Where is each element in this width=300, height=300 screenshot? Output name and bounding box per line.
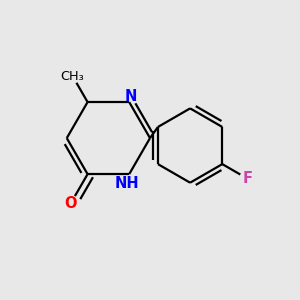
Text: N: N bbox=[124, 89, 137, 104]
Text: CH₃: CH₃ bbox=[60, 70, 84, 83]
Text: NH: NH bbox=[115, 176, 139, 190]
Text: F: F bbox=[242, 171, 253, 186]
Text: O: O bbox=[64, 196, 77, 211]
